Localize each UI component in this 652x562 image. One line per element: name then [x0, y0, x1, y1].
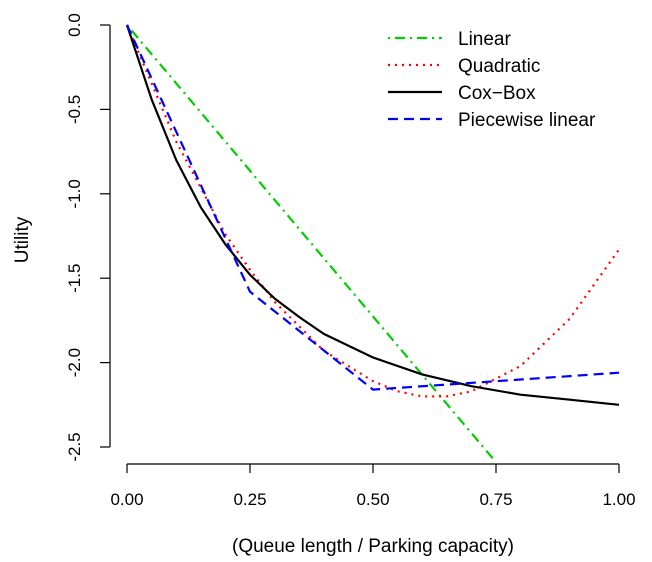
legend-label: Quadratic: [458, 56, 540, 77]
series-line-linear: [126, 24, 497, 462]
series-line-cox-box: [125, 24, 620, 406]
x-tick-label: 0.75: [479, 490, 512, 509]
y-tick-label: -1.5: [65, 264, 84, 293]
legend-label: Linear: [458, 29, 511, 50]
y-axis-title: Utility: [12, 216, 33, 263]
axes: 0.00 0.25 0.50 0.75 1.00 0.0 -0.5 -1.0 -1.5 -2.0 -…: [65, 13, 636, 509]
series-line-piecewise-linear: [126, 24, 620, 391]
y-tick-label: -2.0: [65, 348, 84, 377]
legend-label: Piecewise linear: [458, 110, 596, 131]
x-tick-label: 0.00: [110, 490, 143, 509]
legend-label: Cox−Box: [458, 83, 536, 104]
series-line-quadratic: [125, 24, 620, 398]
y-tick-label: -1.0: [65, 179, 84, 208]
y-tick-label: -2.5: [65, 432, 84, 461]
x-tick-label: 1.00: [602, 490, 635, 509]
plot-lines: [125, 24, 620, 462]
x-tick-label: 0.25: [233, 490, 266, 509]
legend: Linear Quadratic Cox−Box Piecewise linear: [388, 29, 596, 131]
x-axis-title: (Queue length / Parking capacity): [232, 536, 514, 557]
y-tick-label: 0.0: [65, 13, 84, 37]
y-tick-label: -0.5: [65, 95, 84, 124]
x-tick-label: 0.50: [356, 490, 389, 509]
